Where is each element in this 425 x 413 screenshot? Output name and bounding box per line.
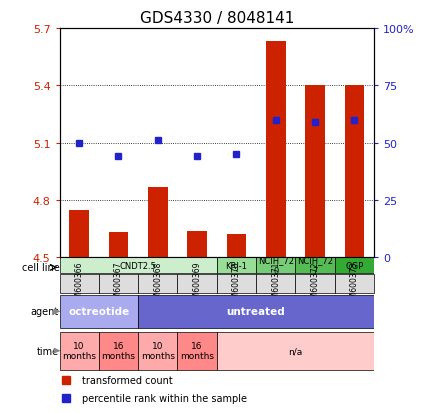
FancyBboxPatch shape xyxy=(295,258,335,273)
FancyBboxPatch shape xyxy=(99,274,138,294)
Text: transformed count: transformed count xyxy=(82,375,172,385)
Text: cell line: cell line xyxy=(22,263,60,273)
FancyBboxPatch shape xyxy=(99,332,138,370)
Bar xyxy=(227,235,246,258)
Text: NCIH_72
7: NCIH_72 7 xyxy=(297,256,333,275)
Text: GSM600372: GSM600372 xyxy=(311,261,320,307)
FancyBboxPatch shape xyxy=(256,274,295,294)
Text: GSM600373: GSM600373 xyxy=(350,261,359,307)
Bar xyxy=(148,187,167,258)
FancyBboxPatch shape xyxy=(335,274,374,294)
Bar xyxy=(187,231,207,258)
Bar xyxy=(266,42,286,258)
FancyBboxPatch shape xyxy=(138,332,178,370)
Text: GSM600369: GSM600369 xyxy=(193,261,201,307)
Text: GSM600371: GSM600371 xyxy=(271,261,280,307)
Text: QGP: QGP xyxy=(345,261,363,270)
Text: percentile rank within the sample: percentile rank within the sample xyxy=(82,393,246,403)
Text: 10
months: 10 months xyxy=(141,341,175,361)
Bar xyxy=(345,86,364,258)
FancyBboxPatch shape xyxy=(60,332,99,370)
FancyBboxPatch shape xyxy=(138,295,374,328)
Title: GDS4330 / 8048141: GDS4330 / 8048141 xyxy=(139,12,294,26)
Text: untreated: untreated xyxy=(227,306,286,317)
Text: octreotide: octreotide xyxy=(68,306,130,317)
Text: NCIH_72
0: NCIH_72 0 xyxy=(258,256,294,275)
Text: CNDT2.5: CNDT2.5 xyxy=(120,261,156,270)
FancyBboxPatch shape xyxy=(138,274,178,294)
FancyBboxPatch shape xyxy=(178,274,217,294)
Text: GSM600367: GSM600367 xyxy=(114,261,123,307)
Text: n/a: n/a xyxy=(288,347,303,355)
Bar xyxy=(109,233,128,258)
FancyBboxPatch shape xyxy=(335,258,374,273)
Text: GSM600366: GSM600366 xyxy=(75,261,84,307)
Text: 16
months: 16 months xyxy=(102,341,136,361)
Text: agent: agent xyxy=(31,306,59,317)
FancyBboxPatch shape xyxy=(60,274,99,294)
FancyBboxPatch shape xyxy=(217,274,256,294)
Text: GSM600370: GSM600370 xyxy=(232,261,241,307)
FancyBboxPatch shape xyxy=(60,258,217,273)
Text: 16
months: 16 months xyxy=(180,341,214,361)
Text: time: time xyxy=(37,346,59,356)
FancyBboxPatch shape xyxy=(217,332,374,370)
FancyBboxPatch shape xyxy=(217,258,256,273)
FancyBboxPatch shape xyxy=(295,274,335,294)
Text: KRJ-1: KRJ-1 xyxy=(226,261,247,270)
FancyBboxPatch shape xyxy=(60,295,138,328)
Text: GSM600368: GSM600368 xyxy=(153,261,162,307)
Bar xyxy=(69,210,89,258)
FancyBboxPatch shape xyxy=(256,258,295,273)
Bar xyxy=(305,86,325,258)
FancyBboxPatch shape xyxy=(178,332,217,370)
Text: 10
months: 10 months xyxy=(62,341,96,361)
